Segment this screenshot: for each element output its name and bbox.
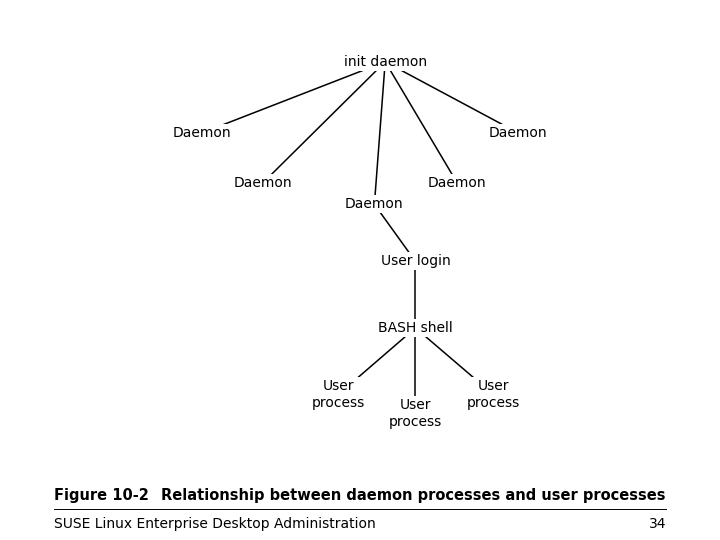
Text: Relationship between daemon processes and user processes: Relationship between daemon processes an… (161, 488, 665, 503)
Text: User
process: User process (312, 379, 365, 409)
Text: User
process: User process (389, 399, 442, 429)
Text: BASH shell: BASH shell (378, 321, 453, 335)
Text: 34: 34 (649, 517, 666, 531)
Text: Daemon: Daemon (428, 176, 487, 190)
Text: Daemon: Daemon (172, 126, 231, 140)
Text: Figure 10-2: Figure 10-2 (54, 488, 154, 503)
Text: Daemon: Daemon (233, 176, 292, 190)
Text: User
process: User process (467, 379, 520, 409)
Text: SUSE Linux Enterprise Desktop Administration: SUSE Linux Enterprise Desktop Administra… (54, 517, 376, 531)
Text: init daemon: init daemon (343, 55, 427, 69)
Text: Daemon: Daemon (345, 197, 404, 211)
Text: Daemon: Daemon (489, 126, 548, 140)
Text: User login: User login (381, 254, 450, 268)
